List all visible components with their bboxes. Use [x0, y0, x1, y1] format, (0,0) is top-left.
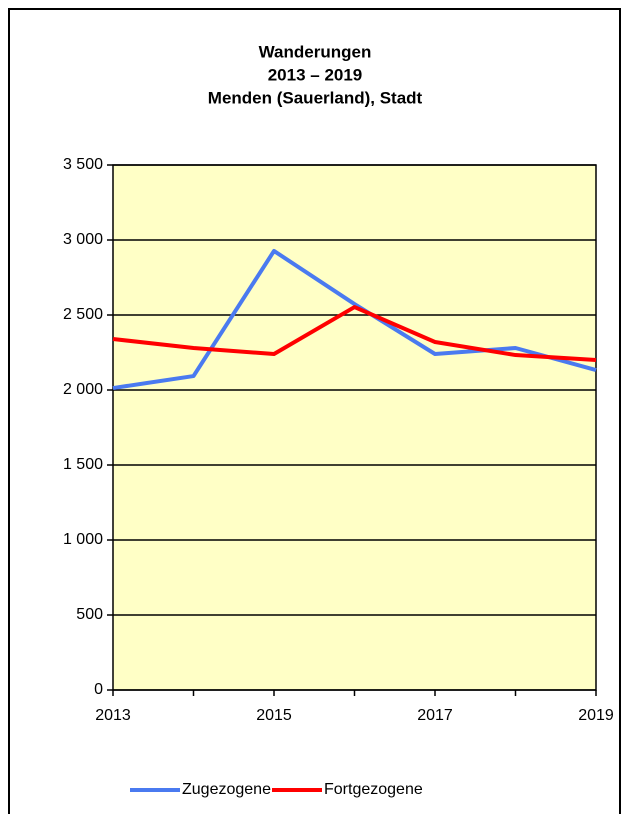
- series-line: [112, 248, 597, 391]
- y-tick-label: 3 500: [63, 156, 103, 173]
- y-tick-label: 3 000: [63, 231, 103, 248]
- y-tick-label: 1 500: [63, 456, 103, 473]
- y-tick-label: 500: [76, 606, 103, 623]
- x-tick-label: 2019: [578, 707, 614, 724]
- series-line: [112, 305, 597, 362]
- y-tick-label: 2 000: [63, 381, 103, 398]
- chart-title: Wanderungen: [259, 42, 372, 61]
- chart-title: 2013 – 2019: [268, 65, 363, 84]
- x-tick-label: 2017: [417, 707, 453, 724]
- x-tick-label: 2015: [256, 707, 292, 724]
- chart-title: Menden (Sauerland), Stadt: [208, 88, 423, 107]
- y-tick-label: 1 000: [63, 531, 103, 548]
- plot-area: [112, 164, 597, 691]
- chart-border: [8, 8, 621, 814]
- legend-label: Zugezogene: [182, 781, 271, 798]
- y-tick-label: 0: [94, 681, 103, 698]
- x-tick-label: 2013: [95, 707, 131, 724]
- legend-label: Fortgezogene: [324, 781, 423, 798]
- y-tick-label: 2 500: [63, 306, 103, 323]
